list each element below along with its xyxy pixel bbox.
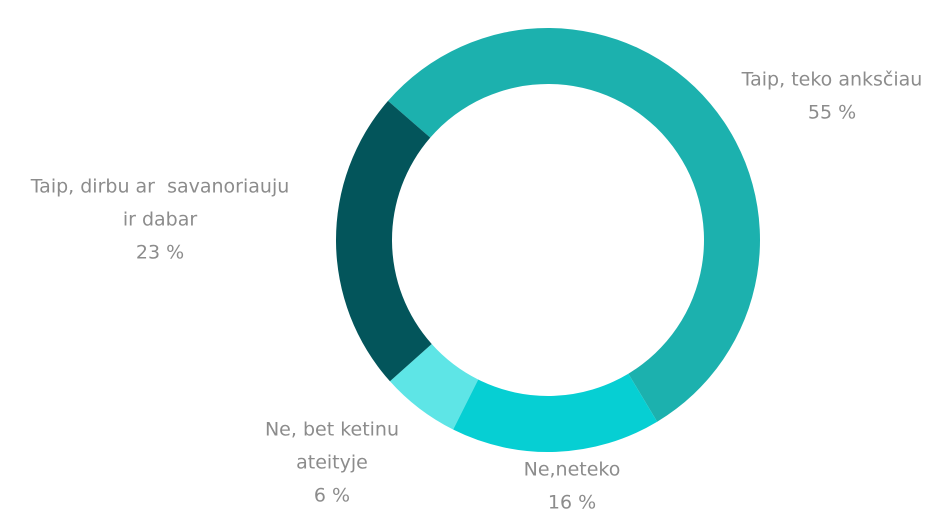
donut-segment [389, 343, 479, 430]
value-label: 23 % [136, 242, 184, 264]
segment-label: ateityje [296, 452, 368, 474]
value-label: 55 % [808, 102, 856, 124]
donut-segment [388, 28, 760, 422]
donut-segment [336, 100, 432, 382]
segment-label: Ne, bet ketinu [265, 419, 399, 441]
segment-label: Taip, dirbu ar savanoriauju [30, 176, 290, 198]
donut-segment [453, 373, 658, 453]
segment-label: Taip, teko anksčiau [741, 69, 923, 91]
segment-label: Ne,neteko [524, 459, 621, 481]
value-label: 6 % [314, 485, 350, 507]
value-label: 16 % [548, 492, 596, 513]
segment-label: ir dabar [123, 209, 198, 231]
